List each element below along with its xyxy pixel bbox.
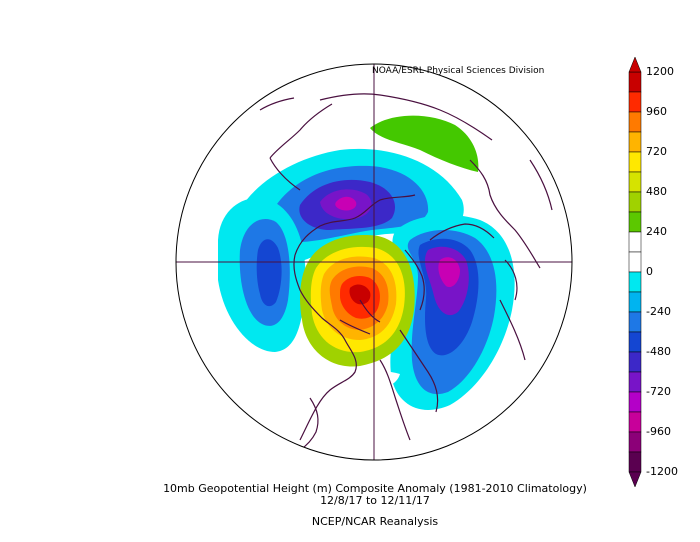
colorbar-swatch xyxy=(628,151,642,173)
colorbar-swatch xyxy=(628,411,642,433)
colorbar-swatch xyxy=(628,371,642,393)
colorbar-tick-label: -960 xyxy=(646,425,671,438)
positive-anomaly-canada-arctic xyxy=(300,235,415,367)
colorbar-swatch xyxy=(628,451,642,473)
date-range: 12/8/17 to 12/11/17 xyxy=(320,494,430,507)
coastlines xyxy=(259,93,553,451)
colorbar-tick-label: -240 xyxy=(646,305,671,318)
colorbar-swatch xyxy=(628,211,642,233)
colorbar-swatch xyxy=(628,251,642,273)
colorbar-tick-label: -480 xyxy=(646,345,671,358)
credit-text: NOAA/ESRL Physical Sciences Division xyxy=(372,66,545,76)
negative-anomaly-europe xyxy=(390,214,515,410)
colorbar-swatch xyxy=(628,131,642,153)
colorbar-tick-label: 480 xyxy=(646,185,667,198)
colorbar-swatch xyxy=(628,171,642,193)
colorbar-swatch xyxy=(628,91,642,113)
colorbar-swatch xyxy=(628,311,642,333)
colorbar-tick-label: 960 xyxy=(646,105,667,118)
colorbar-swatch xyxy=(628,271,642,293)
colorbar-tick-label: -720 xyxy=(646,385,671,398)
colorbar-swatch xyxy=(628,191,642,213)
colorbar-swatch xyxy=(628,111,642,133)
figure-title: 10mb Geopotential Height (m) Composite A… xyxy=(163,482,587,495)
positive-anomaly-russia-green xyxy=(370,115,479,172)
colorbar-swatch xyxy=(628,431,642,453)
colorbar-tick-label: 0 xyxy=(646,265,653,278)
map-border xyxy=(175,63,573,461)
colorbar-tick-label: 240 xyxy=(646,225,667,238)
colorbar-tick-label: 720 xyxy=(646,145,667,158)
positive-anomaly-band xyxy=(330,370,400,392)
colorbar-swatch xyxy=(628,71,642,93)
colorbar-bottom-arrow xyxy=(628,471,642,488)
colorbar-tick-label: 1200 xyxy=(646,65,674,78)
colorbar-swatch xyxy=(628,291,642,313)
colorbar xyxy=(628,71,642,473)
colorbar-swatch xyxy=(628,331,642,353)
polar-map xyxy=(176,64,572,460)
data-source: NCEP/NCAR Reanalysis xyxy=(311,515,439,528)
colorbar-tick-label: -1200 xyxy=(646,465,678,478)
colorbar-swatch xyxy=(628,231,642,253)
negative-anomaly-pacific xyxy=(218,197,306,352)
colorbar-top-arrow xyxy=(628,56,642,73)
colorbar-swatch xyxy=(628,351,642,373)
colorbar-swatch xyxy=(628,391,642,413)
